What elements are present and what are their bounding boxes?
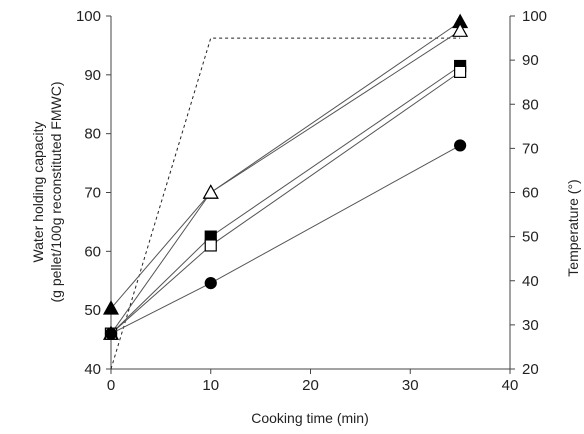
data-point [454,65,467,78]
y-right-tick-label: 30 [522,317,539,334]
axes [106,15,515,374]
x-tick-label: 20 [302,377,319,394]
data-point [204,277,217,290]
x-tick-label: 40 [502,377,519,394]
series-triangle-filled [102,13,469,315]
series-line [110,144,461,335]
y-left-tick-label: 80 [84,126,101,143]
y-right-tick-label: 70 [522,140,539,157]
y-right-axis-label: Temperature (°) [565,179,581,276]
data-series [102,13,469,340]
series-line [110,65,461,335]
y-left-axis-label-line1: Water holding capacity [30,121,46,262]
series-square-filled [104,59,467,340]
x-axis-label: Cooking time (min) [251,410,368,426]
y-left-tick-label: 90 [84,67,101,84]
series-line [110,30,461,334]
y-left-tick-label: 70 [84,185,101,202]
y-right-tick-label: 90 [522,52,539,69]
x-tick-label: 0 [107,377,115,394]
series-circle-filled [104,139,467,340]
series-line [110,71,461,335]
y-left-tick-label: 60 [84,243,101,260]
y-left-tick-label: 100 [76,8,101,25]
tick-labels: 0 10 20 30 40 40 50 60 70 80 90 100 20 30 40 50 60 70 80 90… [76,8,547,394]
y-right-tick-label: 40 [522,273,539,290]
y-right-tick-label: 80 [522,96,539,113]
data-point [104,327,118,340]
temperature-profile [110,37,461,370]
y-left-tick-label: 40 [84,361,101,378]
data-point [102,300,120,315]
y-right-tick-label: 50 [522,229,539,246]
data-point [202,184,219,199]
y-right-tick-label: 60 [522,185,539,202]
y-right-tick-label: 20 [522,361,539,378]
y-right-tick-label: 100 [522,8,547,25]
data-point [454,139,467,152]
temperature-line [110,37,461,370]
series-square-open [104,65,467,340]
x-tick-label: 10 [202,377,219,394]
y-left-axis-label-line2: (g pellet/100g reconstituted FMWC) [48,82,64,303]
y-left-tick-label: 50 [84,302,101,319]
x-tick-label: 30 [402,377,419,394]
data-point [452,22,469,37]
data-point [204,239,217,252]
